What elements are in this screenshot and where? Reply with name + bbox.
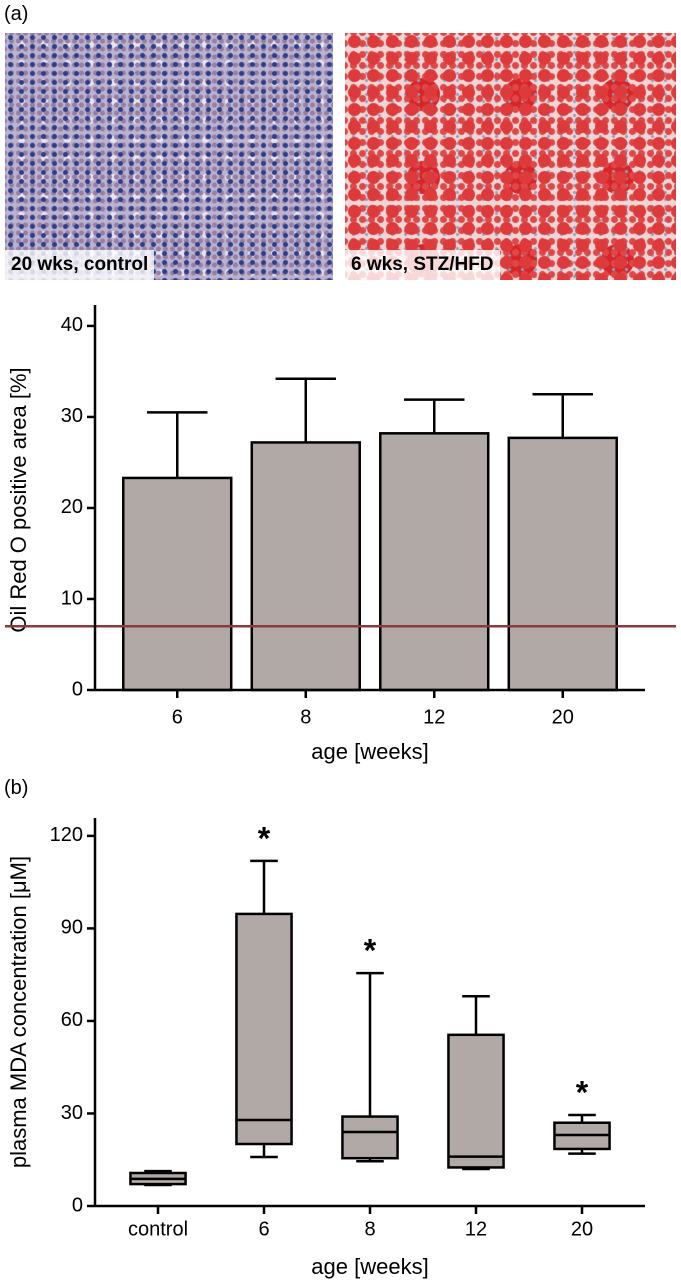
y-tick-label: 30 [61, 1102, 83, 1124]
y-tick-label: 20 [61, 496, 83, 518]
x-axis-label: age [weeks] [311, 1254, 428, 1279]
x-tick-label: control [128, 1218, 188, 1240]
x-axis-label: age [weeks] [311, 739, 428, 764]
panel-label: (a) [4, 3, 29, 25]
panel-label: (b) [4, 777, 29, 799]
micrograph: 6 wks, STZ/HFD [345, 33, 676, 280]
significance-marker: * [258, 820, 271, 856]
y-tick-label: 10 [61, 587, 83, 609]
y-axis-label: Oil Red O positive area [%] [6, 367, 31, 632]
y-tick-label: 60 [61, 1009, 83, 1031]
y-tick-label: 40 [61, 314, 83, 336]
y-tick-label: 90 [61, 917, 83, 939]
x-tick-label: 20 [571, 1218, 593, 1240]
micrograph: 20 wks, control [5, 33, 333, 280]
bar [122, 476, 233, 692]
x-tick-label: 8 [300, 706, 311, 728]
image-caption: 20 wks, control [5, 250, 155, 280]
x-tick-label: 6 [172, 706, 183, 728]
image-caption: 6 wks, STZ/HFD [345, 250, 500, 280]
x-tick-label: 8 [364, 1218, 375, 1240]
y-tick-label: 120 [50, 824, 83, 846]
box [341, 1115, 399, 1160]
x-tick-label: 6 [258, 1218, 269, 1240]
y-tick-label: 30 [61, 405, 83, 427]
y-axis-label: plasma MDA concentration [μM] [6, 856, 31, 1168]
box [235, 912, 293, 1146]
y-tick-label: 0 [72, 678, 83, 700]
box [447, 1033, 505, 1169]
significance-marker: * [364, 933, 377, 969]
x-tick-label: 20 [552, 706, 574, 728]
x-tick-label: 12 [423, 706, 445, 728]
bar [507, 436, 618, 692]
bar [250, 441, 361, 692]
significance-marker: * [576, 1074, 589, 1110]
bar [379, 432, 490, 692]
y-tick-label: 0 [72, 1194, 83, 1216]
x-tick-label: 12 [465, 1218, 487, 1240]
